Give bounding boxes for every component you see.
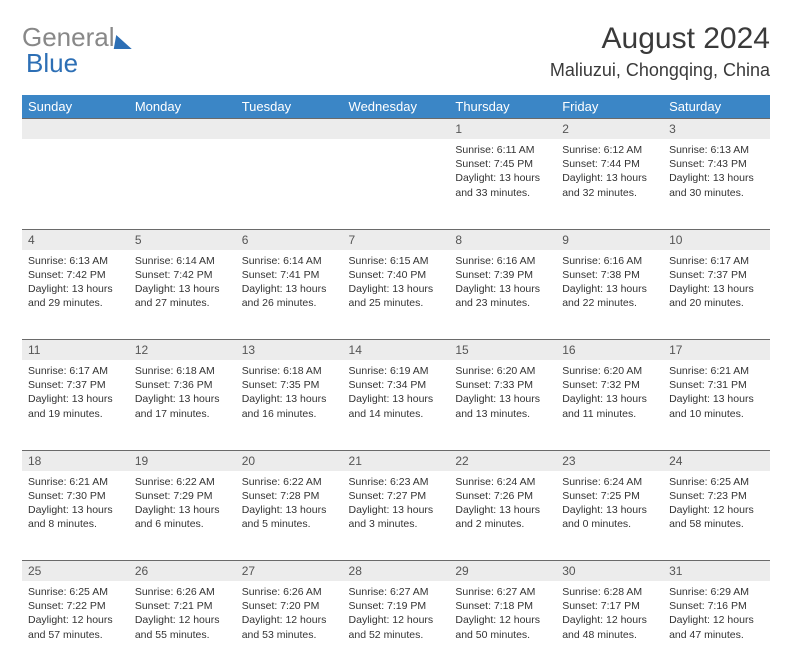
day-number-cell: 27: [236, 561, 343, 582]
day-info-cell: [129, 139, 236, 229]
day-number-cell: 18: [22, 450, 129, 471]
day-number-cell: 24: [663, 450, 770, 471]
day-number-cell: 14: [343, 340, 450, 361]
weekday-header: Thursday: [449, 95, 556, 119]
day-number-cell: 9: [556, 229, 663, 250]
day-number-cell: 12: [129, 340, 236, 361]
day-number-cell: 1: [449, 119, 556, 140]
calendar-table: SundayMondayTuesdayWednesdayThursdayFrid…: [22, 95, 770, 671]
weekday-header: Wednesday: [343, 95, 450, 119]
day-info-cell: Sunrise: 6:16 AMSunset: 7:38 PMDaylight:…: [556, 250, 663, 340]
day-number-cell: 23: [556, 450, 663, 471]
day-info-cell: Sunrise: 6:27 AMSunset: 7:19 PMDaylight:…: [343, 581, 450, 671]
day-number-cell: [129, 119, 236, 140]
day-info-cell: Sunrise: 6:25 AMSunset: 7:22 PMDaylight:…: [22, 581, 129, 671]
day-info-cell: Sunrise: 6:13 AMSunset: 7:43 PMDaylight:…: [663, 139, 770, 229]
title-block: August 2024 Maliuzui, Chongqing, China: [550, 22, 770, 81]
day-info-cell: Sunrise: 6:19 AMSunset: 7:34 PMDaylight:…: [343, 360, 450, 450]
day-info-cell: Sunrise: 6:28 AMSunset: 7:17 PMDaylight:…: [556, 581, 663, 671]
day-number-cell: 8: [449, 229, 556, 250]
day-number-cell: 19: [129, 450, 236, 471]
day-info-cell: Sunrise: 6:21 AMSunset: 7:31 PMDaylight:…: [663, 360, 770, 450]
calendar-head: SundayMondayTuesdayWednesdayThursdayFrid…: [22, 95, 770, 119]
day-number-cell: 2: [556, 119, 663, 140]
day-number-cell: 11: [22, 340, 129, 361]
day-info-cell: Sunrise: 6:12 AMSunset: 7:44 PMDaylight:…: [556, 139, 663, 229]
day-info-cell: Sunrise: 6:23 AMSunset: 7:27 PMDaylight:…: [343, 471, 450, 561]
logo-line2: Blue: [26, 48, 78, 79]
day-info-cell: Sunrise: 6:27 AMSunset: 7:18 PMDaylight:…: [449, 581, 556, 671]
day-info-cell: Sunrise: 6:20 AMSunset: 7:33 PMDaylight:…: [449, 360, 556, 450]
location: Maliuzui, Chongqing, China: [550, 60, 770, 81]
day-number-cell: [236, 119, 343, 140]
day-info-cell: Sunrise: 6:25 AMSunset: 7:23 PMDaylight:…: [663, 471, 770, 561]
day-number-cell: [343, 119, 450, 140]
day-number-cell: 16: [556, 340, 663, 361]
day-number-cell: 3: [663, 119, 770, 140]
logo-triangle-icon: [113, 35, 133, 49]
day-info-cell: Sunrise: 6:26 AMSunset: 7:21 PMDaylight:…: [129, 581, 236, 671]
day-number-cell: 22: [449, 450, 556, 471]
day-number-cell: 17: [663, 340, 770, 361]
brand-part2: Blue: [26, 48, 78, 78]
day-info-cell: Sunrise: 6:22 AMSunset: 7:29 PMDaylight:…: [129, 471, 236, 561]
day-info-cell: Sunrise: 6:17 AMSunset: 7:37 PMDaylight:…: [22, 360, 129, 450]
day-number-cell: 5: [129, 229, 236, 250]
day-info-cell: Sunrise: 6:15 AMSunset: 7:40 PMDaylight:…: [343, 250, 450, 340]
month-title: August 2024: [550, 22, 770, 56]
weekday-header: Sunday: [22, 95, 129, 119]
day-info-cell: Sunrise: 6:13 AMSunset: 7:42 PMDaylight:…: [22, 250, 129, 340]
weekday-header: Saturday: [663, 95, 770, 119]
day-number-cell: 26: [129, 561, 236, 582]
day-info-cell: Sunrise: 6:16 AMSunset: 7:39 PMDaylight:…: [449, 250, 556, 340]
weekday-header: Tuesday: [236, 95, 343, 119]
day-info-cell: Sunrise: 6:26 AMSunset: 7:20 PMDaylight:…: [236, 581, 343, 671]
day-info-cell: Sunrise: 6:18 AMSunset: 7:36 PMDaylight:…: [129, 360, 236, 450]
day-info-cell: Sunrise: 6:22 AMSunset: 7:28 PMDaylight:…: [236, 471, 343, 561]
day-info-cell: Sunrise: 6:14 AMSunset: 7:41 PMDaylight:…: [236, 250, 343, 340]
header: General August 2024 Maliuzui, Chongqing,…: [22, 22, 770, 81]
day-info-cell: Sunrise: 6:24 AMSunset: 7:25 PMDaylight:…: [556, 471, 663, 561]
day-number-cell: 29: [449, 561, 556, 582]
day-number-cell: 30: [556, 561, 663, 582]
day-number-cell: 13: [236, 340, 343, 361]
day-info-cell: Sunrise: 6:29 AMSunset: 7:16 PMDaylight:…: [663, 581, 770, 671]
day-info-cell: [343, 139, 450, 229]
day-info-cell: [22, 139, 129, 229]
day-number-cell: 15: [449, 340, 556, 361]
day-number-cell: 7: [343, 229, 450, 250]
day-info-cell: Sunrise: 6:21 AMSunset: 7:30 PMDaylight:…: [22, 471, 129, 561]
day-number-cell: 10: [663, 229, 770, 250]
day-info-cell: Sunrise: 6:11 AMSunset: 7:45 PMDaylight:…: [449, 139, 556, 229]
day-number-cell: 6: [236, 229, 343, 250]
day-number-cell: [22, 119, 129, 140]
day-number-cell: 20: [236, 450, 343, 471]
day-info-cell: Sunrise: 6:24 AMSunset: 7:26 PMDaylight:…: [449, 471, 556, 561]
day-number-cell: 25: [22, 561, 129, 582]
day-number-cell: 28: [343, 561, 450, 582]
day-info-cell: Sunrise: 6:17 AMSunset: 7:37 PMDaylight:…: [663, 250, 770, 340]
day-info-cell: Sunrise: 6:14 AMSunset: 7:42 PMDaylight:…: [129, 250, 236, 340]
calendar-body: 123Sunrise: 6:11 AMSunset: 7:45 PMDaylig…: [22, 119, 770, 671]
day-info-cell: [236, 139, 343, 229]
day-info-cell: Sunrise: 6:20 AMSunset: 7:32 PMDaylight:…: [556, 360, 663, 450]
day-number-cell: 4: [22, 229, 129, 250]
weekday-header: Monday: [129, 95, 236, 119]
day-number-cell: 31: [663, 561, 770, 582]
weekday-header: Friday: [556, 95, 663, 119]
day-info-cell: Sunrise: 6:18 AMSunset: 7:35 PMDaylight:…: [236, 360, 343, 450]
day-number-cell: 21: [343, 450, 450, 471]
